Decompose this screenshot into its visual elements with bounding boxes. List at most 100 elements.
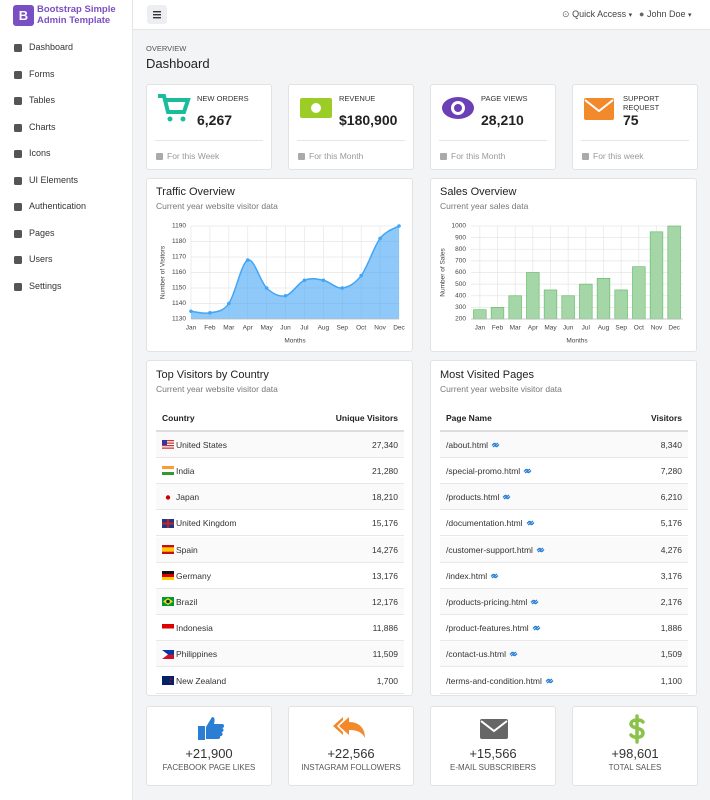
cell-text[interactable]: /customer-support.html xyxy=(446,544,533,555)
social-value: +21,900 xyxy=(185,746,233,761)
stat-footer: For this Month xyxy=(451,151,506,161)
link-shape xyxy=(490,573,499,579)
y-tick-label: 900 xyxy=(455,234,466,241)
y-tick-label: 1160 xyxy=(172,269,186,276)
flag-band xyxy=(162,577,174,581)
link-icon[interactable] xyxy=(509,650,518,658)
x-tick-label: Apr xyxy=(528,325,539,332)
x-tick-label: Feb xyxy=(204,325,216,332)
table-row: /terms-and-condition.html 1,100 xyxy=(440,667,688,694)
nav-icon xyxy=(14,70,22,79)
stat-icon xyxy=(300,98,332,118)
stat-card: PAGE VIEWS 28,210 For this Month xyxy=(430,84,556,170)
user-name: John Doe xyxy=(646,9,686,19)
nav-label: Pages xyxy=(29,227,55,238)
link-icon[interactable] xyxy=(530,598,539,606)
nav-item[interactable]: Settings xyxy=(0,276,132,298)
brand-logo[interactable]: B xyxy=(13,5,34,26)
point xyxy=(227,301,231,306)
eye-pupil xyxy=(454,104,462,112)
footer-icon xyxy=(440,153,447,160)
table-row: /product-features.html 1,886 xyxy=(440,615,688,642)
stat-label: PAGE VIEWS xyxy=(481,94,528,103)
social-label: INSTAGRAM FOLLOWERS xyxy=(301,763,401,772)
table-row: United Kingdom 15,176 xyxy=(156,510,404,537)
link-icon[interactable] xyxy=(491,441,500,449)
nav-item[interactable]: Dashboard xyxy=(0,37,132,59)
cell-text[interactable]: /contact-us.html xyxy=(446,649,506,660)
cell-text[interactable]: /special-promo.html xyxy=(446,465,521,476)
table-row: Germany 13,176 xyxy=(156,562,404,589)
cell-text[interactable]: /index.html xyxy=(446,570,488,581)
link-shape xyxy=(530,599,539,605)
link-icon[interactable] xyxy=(490,572,499,580)
y-tick-label: 700 xyxy=(455,258,466,265)
x-tick-label: May xyxy=(544,325,557,332)
x-tick-label: Nov xyxy=(374,325,386,332)
y-tick-label: 600 xyxy=(455,269,466,276)
quick-access-label: Quick Access xyxy=(572,9,627,19)
flag-icon xyxy=(162,649,174,659)
flag-star xyxy=(169,681,171,683)
flag-tri xyxy=(162,649,168,659)
nav-icon-shape xyxy=(14,282,22,291)
y-tick-label: 1190 xyxy=(172,223,186,230)
quick-access[interactable]: ⊙ Quick Access ▾ xyxy=(562,9,633,19)
cell-text: Germany xyxy=(176,570,211,581)
header-cell: Visitors xyxy=(650,413,682,423)
stat-card: REVENUE $180,900 For this Month xyxy=(288,84,414,170)
user-menu[interactable]: ● John Doe ▾ xyxy=(639,9,692,19)
table-card: Most Visited Pages Current year website v… xyxy=(430,360,697,696)
flag-globe xyxy=(166,600,170,604)
bar xyxy=(614,289,628,320)
x-tick-label: Oct xyxy=(356,325,366,332)
nav-item[interactable]: Pages xyxy=(0,223,132,245)
flag-sun xyxy=(165,494,171,500)
nav-label: Tables xyxy=(29,95,56,105)
header-cell: Page Name xyxy=(446,413,492,423)
table-row: /products.html 6,210 xyxy=(440,484,688,511)
link-icon[interactable] xyxy=(532,624,541,632)
link-icon[interactable] xyxy=(536,546,545,554)
cell-text[interactable]: /product-features.html xyxy=(446,623,529,634)
nav-item[interactable]: Icons xyxy=(0,143,132,165)
cell-text[interactable]: /documentation.html xyxy=(446,518,523,529)
stat-footer: For this Week xyxy=(167,151,220,161)
flag-icon xyxy=(162,571,174,581)
nav-item[interactable]: Tables xyxy=(0,90,132,112)
menu-toggle[interactable] xyxy=(147,5,167,24)
cell-text: Spain xyxy=(176,544,198,555)
social-icon xyxy=(333,717,365,738)
link-icon[interactable] xyxy=(502,493,511,501)
table-cell: 1,509 xyxy=(660,649,682,660)
stat-card: SUPPORT REQUEST 75 For this week xyxy=(572,84,698,170)
nav-item[interactable]: Charts xyxy=(0,117,132,139)
table-row: /customer-support.html 4,276 xyxy=(440,536,688,563)
x-tick-label: Apr xyxy=(243,325,254,332)
cell-text[interactable]: /products.html xyxy=(446,492,500,503)
header-cell: Country xyxy=(162,413,195,423)
point xyxy=(397,224,401,228)
cell-text[interactable]: /terms-and-condition.html xyxy=(446,675,542,686)
cell-text[interactable]: /products-pricing.html xyxy=(446,596,528,607)
cell-text[interactable]: /about.html xyxy=(446,439,489,450)
link-icon[interactable] xyxy=(545,677,554,685)
point xyxy=(340,286,345,290)
social-label: E-MAIL SUBSCRIBERS xyxy=(450,763,536,772)
nav-item[interactable]: UI Elements xyxy=(0,170,132,192)
table-cell: Indonesia xyxy=(176,623,213,633)
link-icon[interactable] xyxy=(523,467,532,475)
nav-item[interactable]: Authentication xyxy=(0,196,132,218)
nav-item[interactable]: Forms xyxy=(0,64,132,86)
table-row: /documentation.html 5,176 xyxy=(440,510,688,537)
nav-icon xyxy=(14,150,22,158)
brand-name[interactable]: Bootstrap Simple Admin Template xyxy=(37,4,116,26)
cell-text: Japan xyxy=(176,492,200,503)
chart: 1130 1140 1150 1160 1170 1180 1190 Jan Feb Mar Apr… xyxy=(160,223,406,345)
nav-icon-shape xyxy=(14,97,22,105)
link-icon[interactable] xyxy=(526,519,535,527)
table-row: /index.html 3,176 xyxy=(440,562,688,589)
table-row: Japan 18,210 xyxy=(156,484,404,511)
y-axis-label: Number of Sales xyxy=(440,248,447,297)
nav-item[interactable]: Users xyxy=(0,249,132,271)
